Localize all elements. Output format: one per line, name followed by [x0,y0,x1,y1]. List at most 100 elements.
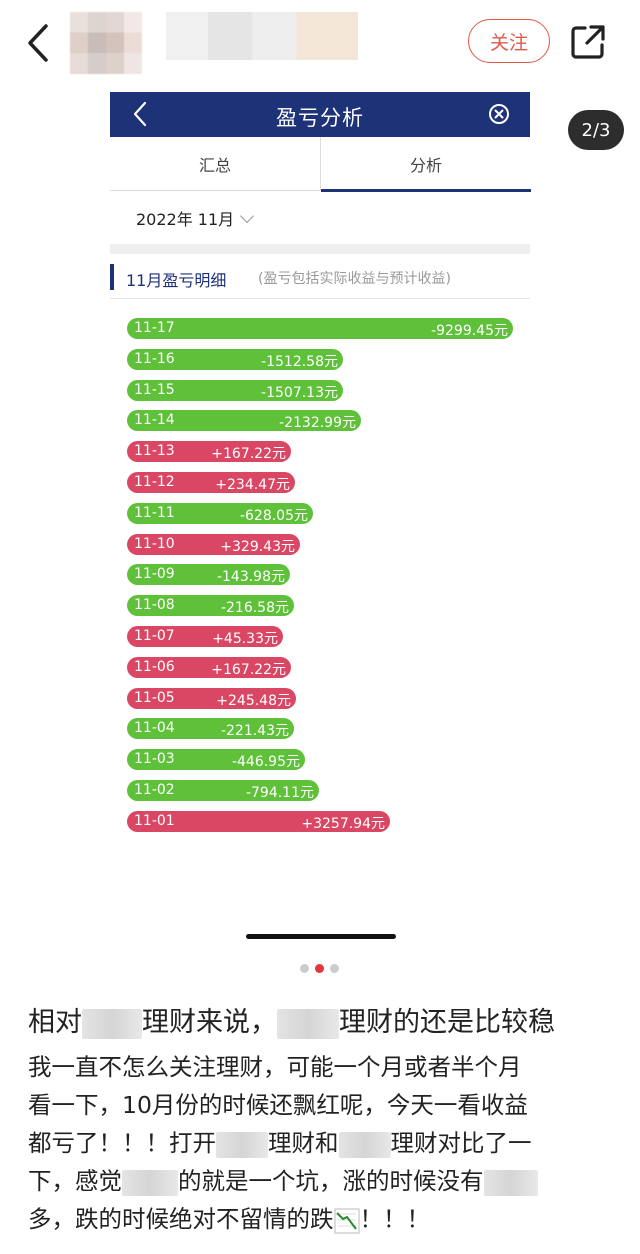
title-part: 相对 [28,1007,82,1038]
pl-date: 11-05 [134,689,175,706]
post-text: 理财对比了一 [390,1129,532,1157]
redacted-text [122,1169,178,1196]
pl-date: 11-15 [134,381,175,398]
section-header: 11月盈亏明细 (盈亏包括实际收益与预计收益) [110,260,530,299]
post-line: 多，跌的时候绝对不留情的跌 ！！！ [28,1200,620,1238]
pl-value: +245.48元 [216,692,291,709]
pl-date: 11-04 [134,720,175,737]
app-screenshot: 盈亏分析 汇总 分析 2022年 11月 11月盈亏明细 (盈亏包括实际收益与预… [110,92,531,852]
pl-value: -446.95元 [231,754,300,771]
pl-row[interactable]: 11-03 -446.95元 [127,749,305,771]
pl-row[interactable]: 11-06 +167.22元 [127,656,291,678]
app-header: 盈亏分析 [110,92,530,137]
pl-value: -794.11元 [245,785,314,801]
pl-value: -221.43元 [220,723,289,740]
tab-analysis[interactable]: 分析 [321,137,531,192]
pl-row[interactable]: 11-17 -9299.45元 [127,318,513,339]
pl-date: 11-14 [134,412,175,429]
pl-value: +329.43元 [220,538,295,555]
title-part: 理财的还是比较稳 [339,1007,555,1038]
author-name-blurred[interactable] [166,12,358,60]
pl-date: 11-07 [134,628,175,644]
pl-date: 11-03 [134,751,175,768]
redacted-text [277,1008,339,1039]
pl-value: +45.33元 [212,631,278,647]
pl-row[interactable]: 11-04 -221.43元 [127,718,294,740]
share-icon[interactable] [568,22,608,62]
pl-row[interactable]: 11-05 +245.48元 [127,687,296,709]
pl-value: -628.05元 [239,507,308,524]
pl-row[interactable]: 11-10 +329.43元 [127,533,300,555]
pl-value: -216.58元 [220,600,289,617]
app-title: 盈亏分析 [276,106,364,130]
pl-date: 11-13 [134,443,175,460]
pl-date: 11-09 [134,566,175,583]
month-selector[interactable]: 2022年 11月 [136,206,255,230]
pl-row[interactable]: 11-13 +167.22元 [127,441,291,463]
pl-date: 11-11 [134,504,175,521]
post-text: 的就是一个坑，涨的时候没有 [178,1167,484,1195]
pl-value: -143.98元 [216,569,285,586]
close-circle-icon[interactable] [488,103,510,125]
chevron-down-icon [240,208,255,224]
pl-date: 11-08 [134,597,175,614]
pl-row[interactable]: 11-01 +3257.94元 [127,810,390,832]
post-text: 看一下，10月份的时候还飘红呢，今天一看收益 [28,1091,528,1119]
author-avatar[interactable] [70,12,142,74]
redacted-text [338,1131,391,1158]
pl-date: 11-02 [134,782,175,798]
pl-row[interactable]: 11-15 -1507.13元 [127,379,343,401]
pl-row[interactable]: 11-09 -143.98元 [127,564,290,586]
pl-value: -9299.45元 [431,323,508,339]
back-arrow-icon[interactable] [22,22,56,64]
pl-value: +167.22元 [211,661,286,678]
title-part: 理财来说， [142,1007,277,1038]
pl-value: -1512.58元 [261,353,338,370]
pl-date: 11-10 [134,535,175,552]
section-title: 11月盈亏明细 [126,271,227,290]
pl-date: 11-01 [134,812,175,829]
pl-row[interactable]: 11-02 -794.11元 [127,780,319,801]
image-page-indicator: 2/3 [568,110,624,150]
post-title: 相对 理财来说， 理财的还是比较稳 [28,1000,555,1039]
post-text: 下，感觉 [28,1167,122,1195]
post-line: 看一下，10月份的时候还飘红呢，今天一看收益 [28,1086,620,1124]
pl-row[interactable]: 11-08 -216.58元 [127,595,294,617]
redacted-text [483,1169,538,1196]
divider [110,244,530,254]
pl-value: -1507.13元 [261,384,338,401]
app-back-icon[interactable] [130,100,152,128]
pl-value: +3257.94元 [301,815,385,832]
pl-row[interactable]: 11-14 -2132.99元 [127,410,361,432]
pl-row[interactable]: 11-12 +234.47元 [127,472,295,493]
carousel-dots [300,964,342,974]
pl-row[interactable]: 11-11 -628.05元 [127,502,313,524]
post-text: 都亏了！！！打开 [28,1129,216,1157]
section-accent-bar [110,264,114,290]
post-line: 下，感觉 的就是一个坑，涨的时候没有 [28,1162,620,1200]
post-text: 多，跌的时候绝对不留情的跌 [28,1205,334,1233]
post-body: 我一直不怎么关注理财，可能一个月或者半个月 看一下，10月份的时候还飘红呢，今天… [28,1048,620,1238]
pl-date: 11-06 [134,658,175,675]
carousel-dot[interactable] [330,964,339,973]
post-line: 都亏了！！！打开 理财和 理财对比了一 [28,1124,620,1162]
tab-summary[interactable]: 汇总 [110,137,321,190]
pl-value: -2132.99元 [279,415,356,432]
pl-date: 11-16 [134,350,175,367]
app-tabs: 汇总 分析 [110,137,531,192]
carousel-dot[interactable] [300,964,309,973]
follow-button[interactable]: 关注 [468,19,550,63]
chart-decreasing-icon [334,1208,359,1233]
pl-value: +167.22元 [211,446,286,463]
carousel-dot-active[interactable] [315,964,324,973]
home-indicator [246,934,396,939]
post-text: 理财和 [268,1129,339,1157]
month-label: 2022年 11月 [136,210,235,229]
pl-date: 11-12 [134,474,175,490]
pl-date: 11-17 [134,320,175,336]
section-hint: (盈亏包括实际收益与预计收益) [258,271,451,287]
post-text: ！！！ [359,1205,431,1233]
top-bar: 关注 [0,0,640,88]
pl-row[interactable]: 11-16 -1512.58元 [127,348,343,370]
pl-row[interactable]: 11-07 +45.33元 [127,626,283,647]
